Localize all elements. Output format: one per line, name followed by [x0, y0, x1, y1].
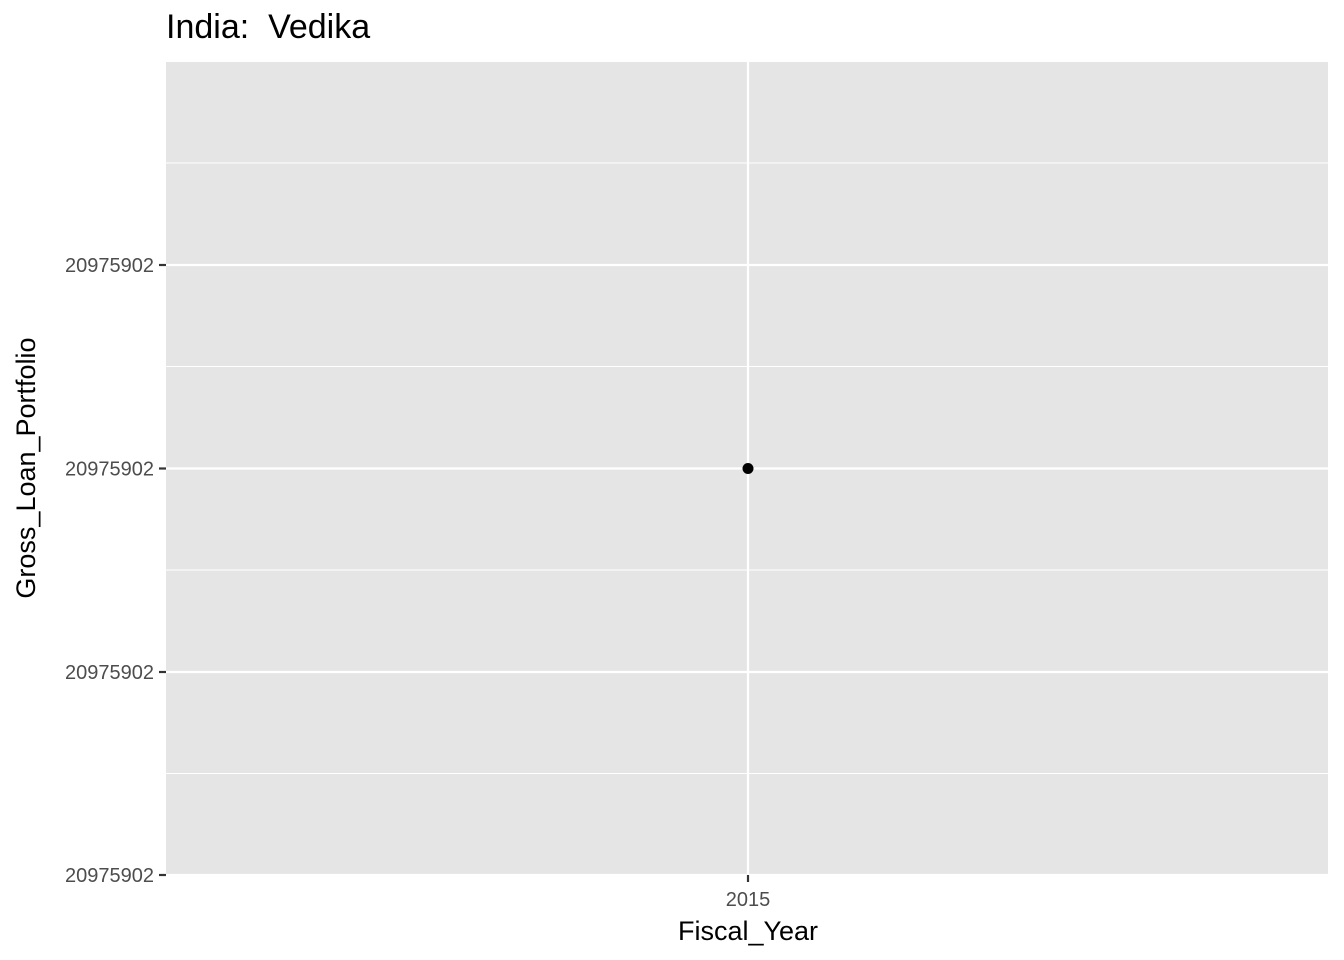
y-tick-label: 20975902 [65, 865, 154, 887]
y-axis-title: Gross_Loan_Portfolio [11, 337, 41, 598]
chart-title: India: Vedika [166, 8, 371, 46]
x-tick-label: 2015 [726, 889, 771, 911]
y-tick-label: 20975902 [65, 662, 154, 684]
y-tick-label: 20975902 [65, 255, 154, 277]
data-point [742, 463, 754, 474]
x-axis-title: Fiscal_Year [678, 916, 818, 946]
y-tick-label: 20975902 [65, 459, 154, 481]
